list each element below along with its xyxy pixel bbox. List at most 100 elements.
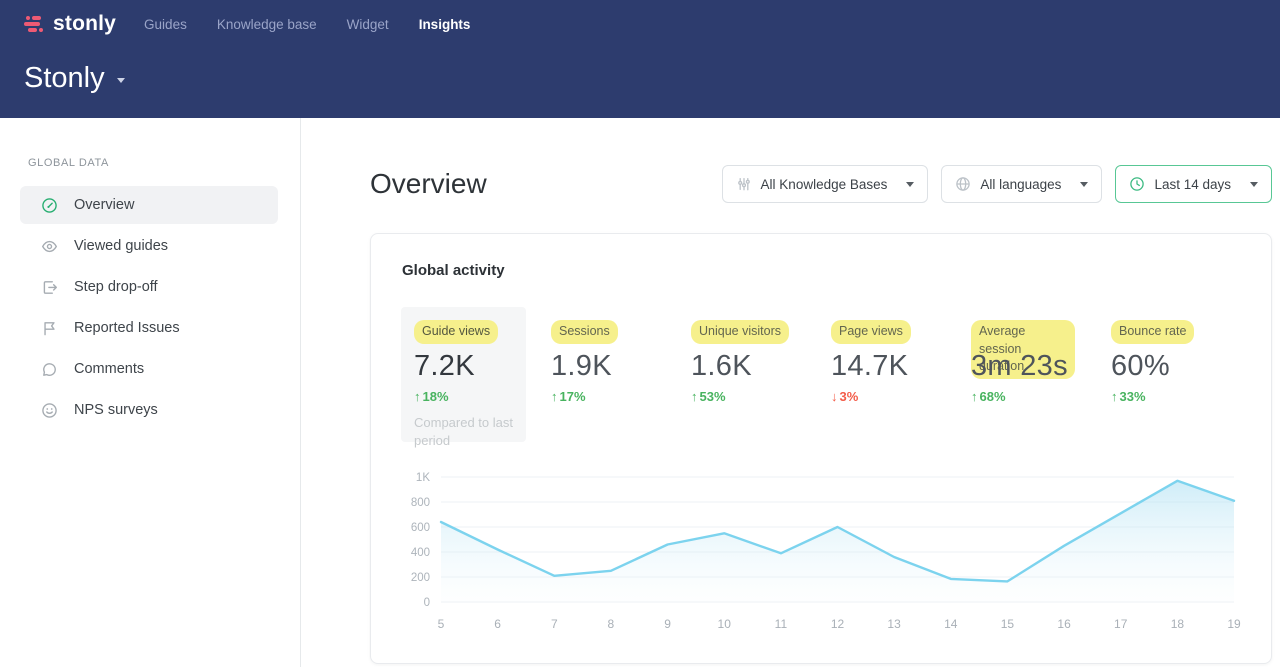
- metric-label: Bounce rate: [1111, 320, 1195, 344]
- svg-text:10: 10: [718, 617, 732, 631]
- svg-text:5: 5: [438, 617, 445, 631]
- date-range-filter[interactable]: Last 14 days: [1115, 165, 1272, 203]
- filter-label: All Knowledge Bases: [760, 176, 888, 192]
- metric-value: 60%: [1111, 350, 1170, 382]
- metric-value: 1.9K: [551, 350, 612, 382]
- svg-text:1K: 1K: [416, 472, 430, 484]
- sidebar-item-label: Reported Issues: [74, 320, 180, 336]
- chevron-down-icon: [906, 181, 915, 187]
- arrow-up-icon: ↑: [414, 389, 421, 404]
- metric-sessions[interactable]: Sessions 1.9K ↑ 17%: [541, 307, 681, 442]
- svg-text:13: 13: [887, 617, 901, 631]
- sidebar-item-label: Comments: [74, 361, 145, 377]
- metric-label: Page views: [831, 320, 911, 344]
- card-title: Global activity: [402, 262, 505, 279]
- svg-text:11: 11: [775, 617, 788, 631]
- metric-delta: ↑ 53%: [691, 389, 726, 404]
- knowledge-base-filter[interactable]: All Knowledge Bases: [721, 165, 929, 203]
- sidebar-item-nps-surveys[interactable]: NPS surveys: [20, 391, 278, 429]
- chevron-down-icon: [116, 78, 125, 83]
- eye-icon: [41, 238, 58, 255]
- sidebar-item-comments[interactable]: Comments: [20, 350, 278, 388]
- svg-text:16: 16: [1057, 617, 1071, 631]
- smiley-icon: [41, 402, 58, 419]
- global-activity-card: Global activity Guide views 7.2K ↑ 18% Co…: [370, 233, 1272, 664]
- metric-value: 1.6K: [691, 350, 752, 382]
- svg-text:800: 800: [411, 497, 430, 509]
- svg-text:9: 9: [664, 617, 671, 631]
- filter-label: Last 14 days: [1154, 176, 1231, 192]
- metric-value: 14.7K: [831, 350, 909, 382]
- metric-label: Unique visitors: [691, 320, 789, 344]
- metric-delta: ↑ 18%: [414, 389, 449, 404]
- sliders-icon: [736, 176, 752, 192]
- svg-text:19: 19: [1227, 617, 1241, 631]
- clock-icon: [1129, 176, 1145, 192]
- nav-item-widget[interactable]: Widget: [346, 16, 389, 32]
- stonly-logo[interactable]: stonly: [24, 12, 116, 36]
- sidebar-item-label: NPS surveys: [74, 402, 158, 418]
- metric-page-views[interactable]: Page views 14.7K ↓ 3%: [821, 307, 961, 442]
- metric-value: 7.2K: [414, 350, 475, 382]
- sidebar-item-step-drop-off[interactable]: Step drop-off: [20, 268, 278, 306]
- step-drop-off-icon: [41, 279, 58, 296]
- metric-bounce-rate[interactable]: Bounce rate 60% ↑ 33%: [1101, 307, 1241, 442]
- gauge-icon: [41, 197, 58, 214]
- metric-value: 3m 23s: [971, 350, 1068, 382]
- svg-text:400: 400: [411, 547, 430, 559]
- arrow-up-icon: ↑: [971, 389, 978, 404]
- metric-label: Sessions: [551, 320, 618, 344]
- arrow-up-icon: ↑: [1111, 389, 1118, 404]
- globe-icon: [955, 176, 971, 192]
- svg-text:15: 15: [1001, 617, 1015, 631]
- metric-delta: ↑ 17%: [551, 389, 586, 404]
- sidebar-item-label: Overview: [74, 197, 135, 213]
- activity-chart: 0 200 400 600 800 1K 5 6 7 8 9 10 11 12 13 14 15 16 17 18 19: [396, 467, 1248, 643]
- metric-delta: ↑ 68%: [971, 389, 1006, 404]
- metric-unique-visitors[interactable]: Unique visitors 1.6K ↑ 53%: [681, 307, 821, 442]
- top-header: stonly Guides Knowledge base Widget Insi…: [0, 0, 1280, 118]
- chevron-down-icon: [1250, 181, 1258, 187]
- svg-text:7: 7: [551, 617, 558, 631]
- activity-chart-svg: 0 200 400 600 800 1K 5 6 7 8 9 10 11 12 13 14 15 16 17 18 19: [411, 472, 1241, 631]
- workspace-selector[interactable]: Stonly: [24, 62, 1256, 95]
- svg-text:12: 12: [831, 617, 845, 631]
- workspace-title: Stonly: [24, 62, 105, 94]
- svg-text:8: 8: [608, 617, 615, 631]
- svg-text:18: 18: [1171, 617, 1185, 631]
- sidebar-item-label: Step drop-off: [74, 279, 158, 295]
- svg-text:6: 6: [494, 617, 501, 631]
- metrics-row: Guide views 7.2K ↑ 18% Compared to last p…: [401, 307, 1271, 448]
- logo-text: stonly: [53, 12, 117, 35]
- svg-text:200: 200: [411, 572, 430, 584]
- primary-nav-row: stonly Guides Knowledge base Widget Insi…: [24, 10, 1256, 38]
- sidebar: GLOBAL DATA Overview Viewed guides Step …: [0, 118, 301, 667]
- compare-note: Compared to last period: [414, 415, 513, 448]
- metric-label: Guide views: [414, 320, 499, 344]
- page-title: Overview: [370, 168, 487, 199]
- nav-item-insights[interactable]: Insights: [418, 16, 471, 32]
- metric-delta: ↑ 33%: [1111, 389, 1146, 404]
- svg-text:17: 17: [1114, 617, 1128, 631]
- svg-text:600: 600: [411, 522, 430, 534]
- nav-item-knowledge-base[interactable]: Knowledge base: [216, 16, 317, 32]
- nav-item-guides[interactable]: Guides: [144, 16, 187, 32]
- main-content: Overview All Knowledge Bases All languag…: [301, 118, 1280, 667]
- sidebar-item-viewed-guides[interactable]: Viewed guides: [20, 227, 278, 265]
- chevron-down-icon: [1080, 181, 1089, 187]
- sidebar-section-title: GLOBAL DATA: [28, 157, 109, 169]
- primary-nav: Guides Knowledge base Widget Insights: [144, 17, 470, 32]
- sidebar-item-overview[interactable]: Overview: [20, 186, 278, 224]
- language-filter[interactable]: All languages: [941, 165, 1103, 203]
- flag-icon: [41, 320, 58, 337]
- filter-bar: All Knowledge Bases All languages Last 1…: [721, 165, 1272, 203]
- comment-icon: [41, 361, 58, 378]
- metric-delta: ↓ 3%: [831, 389, 859, 404]
- sidebar-item-reported-issues[interactable]: Reported Issues: [20, 309, 278, 347]
- arrow-down-icon: ↓: [831, 389, 838, 404]
- metric-avg-session-duration[interactable]: Average session duration 3m 23s ↑ 68%: [961, 307, 1101, 442]
- metric-guide-views[interactable]: Guide views 7.2K ↑ 18% Compared to last p…: [401, 307, 526, 448]
- svg-text:0: 0: [424, 597, 430, 609]
- filter-label: All languages: [980, 176, 1062, 192]
- arrow-up-icon: ↑: [691, 389, 698, 404]
